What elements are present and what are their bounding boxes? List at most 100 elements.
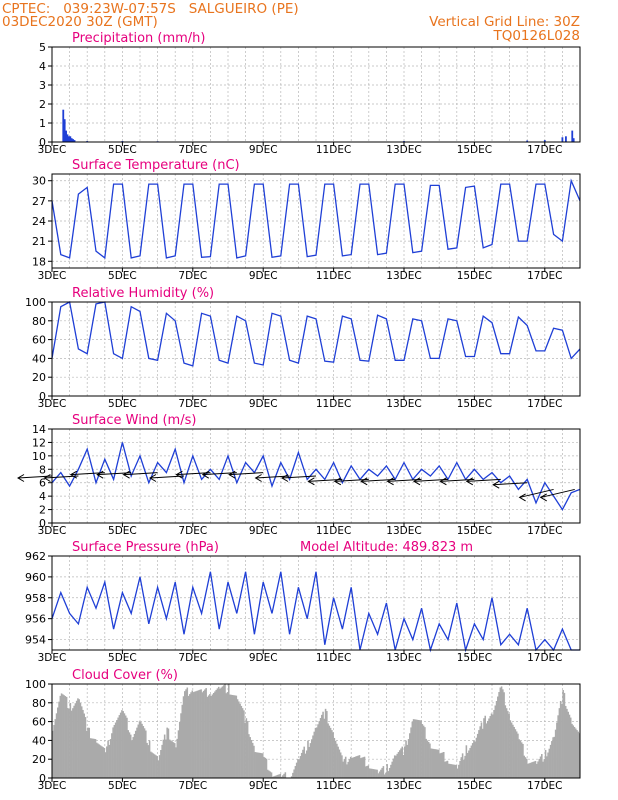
cloud-bar [546, 756, 548, 778]
cloud-bar [356, 756, 358, 778]
cloud-bar [436, 749, 439, 778]
x-tick-label: 11DEC [316, 780, 351, 792]
cloud-bar [365, 766, 367, 778]
cloud-bar [310, 739, 313, 778]
x-tick-label: 5DEC [108, 780, 137, 792]
x-tick-label: 7DEC [178, 652, 207, 664]
cloud-bar [195, 691, 197, 778]
cloud-bar [410, 727, 412, 778]
cloud-bar [126, 717, 128, 778]
cloud-bar [453, 764, 455, 778]
cloud-bar [209, 694, 211, 778]
cloud-bar [370, 768, 372, 778]
cloud-bar [534, 760, 537, 778]
cloud-bar [58, 701, 60, 778]
cloud-bar [229, 694, 231, 778]
cloud-bar [282, 775, 284, 778]
cloud-bar [422, 725, 425, 778]
cloud-bar [417, 720, 420, 778]
wind-arrowhead [175, 470, 183, 479]
cloud-bar [292, 772, 294, 778]
y-tick-label: 6 [39, 477, 46, 490]
cloud-bar [561, 703, 563, 778]
cloud-bar [522, 743, 524, 778]
cloud-bar [373, 769, 376, 778]
wind-arrowhead [360, 477, 368, 486]
cloud-bar [142, 726, 145, 778]
cloud-bar [470, 745, 473, 778]
cloud-bar [59, 695, 62, 778]
cloud-bar [514, 729, 517, 778]
cloud-bar [109, 739, 112, 778]
panel-note: Model Altitude: 489.823 m [300, 540, 473, 555]
panel-title: Surface Temperature (nC) [72, 158, 240, 173]
cloud-bar [309, 743, 312, 778]
cloud-bar [133, 733, 136, 778]
cloud-bar [251, 742, 254, 778]
cloud-bar [153, 754, 156, 778]
cloud-bar [73, 705, 75, 778]
wind-arrowhead [254, 474, 262, 482]
cloud-bar [352, 757, 355, 778]
cloud-bar [116, 720, 118, 778]
cloud-bar [233, 695, 235, 778]
cloud-bar [187, 695, 190, 778]
cloud-bar [549, 744, 552, 778]
cloud-bar [371, 768, 373, 778]
cloud-bar [425, 738, 427, 778]
cloud-bar [123, 713, 126, 778]
cloud-bar [300, 752, 303, 778]
cloud-bar [82, 709, 84, 778]
cloud-bar [199, 689, 201, 778]
cloud-bar [216, 688, 219, 778]
cloud-bar [432, 748, 435, 778]
cloud-bar [464, 755, 466, 778]
cloud-bar [566, 708, 568, 778]
cloud-bar [68, 708, 70, 778]
cloud-bar [197, 690, 200, 778]
panel-title: Relative Humidity (%) [72, 286, 214, 301]
cloud-bar [553, 736, 556, 778]
cloud-bar [334, 740, 337, 778]
cloud-bar [175, 747, 177, 778]
x-tick-label: 3DEC [38, 398, 67, 410]
cloud-bar [442, 752, 445, 778]
cloud-bar [302, 749, 304, 778]
cloud-bar [376, 769, 378, 778]
wind-arrowhead [43, 474, 51, 482]
cloud-bar [57, 707, 59, 778]
cloud-bar [299, 756, 302, 778]
cloud-bar [493, 709, 495, 778]
wind-arrow [540, 488, 575, 498]
cloud-bar [278, 774, 280, 778]
cloud-bar [206, 696, 209, 778]
cloud-bar [217, 686, 220, 778]
cloud-bar [140, 721, 142, 778]
wind-arrow [493, 482, 528, 486]
cloud-bar [338, 749, 341, 778]
cloud-bar [308, 746, 311, 778]
cloud-bar [518, 739, 520, 778]
y-tick-label: 4 [39, 60, 46, 73]
y-tick-label: 5 [39, 41, 46, 54]
cloud-bar [346, 764, 348, 778]
cloud-bar [305, 750, 308, 778]
cloud-bar [239, 703, 241, 778]
cloud-bar [573, 726, 576, 778]
cloud-bar [184, 691, 186, 778]
cloud-bar [205, 688, 207, 778]
cloud-bar [196, 690, 199, 778]
x-tick-label: 3DEC [38, 144, 67, 156]
x-tick-label: 7DEC [178, 525, 207, 537]
cloud-bar [458, 764, 460, 778]
cloud-bar [161, 744, 163, 778]
cloud-bar [194, 691, 196, 778]
cloud-bar [103, 747, 106, 778]
cloud-bar [104, 752, 107, 778]
cloud-bar [353, 756, 356, 778]
cloud-bar [354, 756, 357, 778]
cloud-bar [60, 693, 63, 778]
cloud-bar [54, 719, 57, 778]
cloud-bar [537, 761, 539, 778]
cloud-bar [392, 758, 395, 778]
